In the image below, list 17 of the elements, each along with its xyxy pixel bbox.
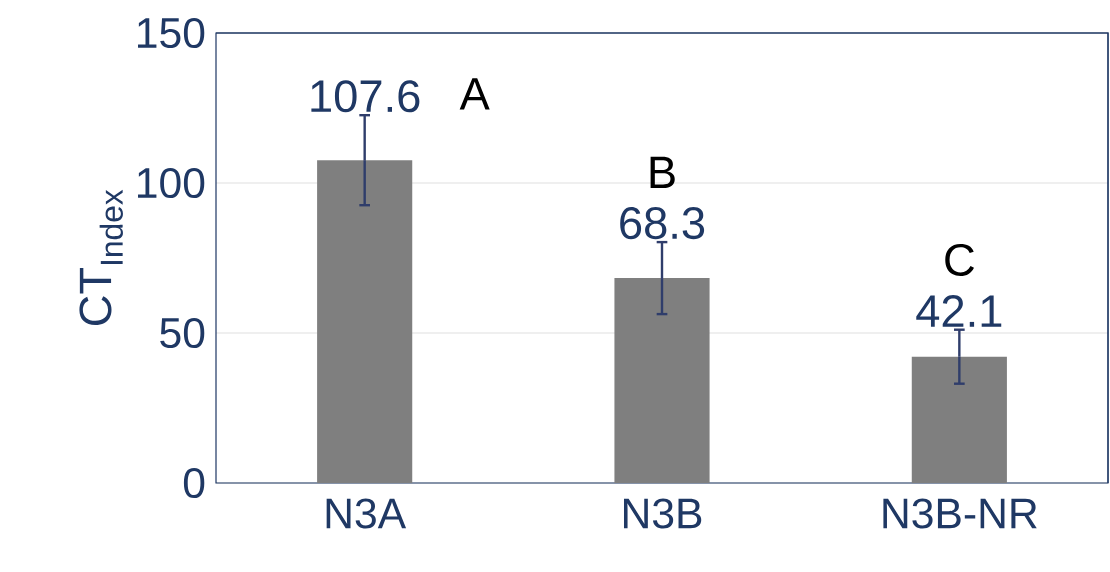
- data-label: 42.1: [916, 295, 1002, 327]
- y-tick-label: 100: [138, 167, 205, 199]
- annotation: B: [650, 156, 675, 188]
- y-tick-label: 0: [183, 467, 205, 499]
- y-axis-title: CT$_{Index}$: [79, 189, 123, 326]
- x-tick-label: N3B-NR: [883, 498, 1037, 529]
- annotation: C: [945, 243, 974, 276]
- x-tick-label: N3B: [624, 498, 702, 529]
- bar: [911, 356, 1007, 483]
- y-tick-label: 50: [160, 317, 205, 349]
- y-tick-label: 150: [138, 17, 205, 49]
- data-label: 68.3: [620, 207, 705, 240]
- bar: [317, 160, 413, 483]
- x-tick-label: N3A: [326, 498, 407, 529]
- data-label: 107.6: [311, 80, 420, 113]
- annotation: A: [459, 78, 490, 110]
- bar: [614, 278, 710, 483]
